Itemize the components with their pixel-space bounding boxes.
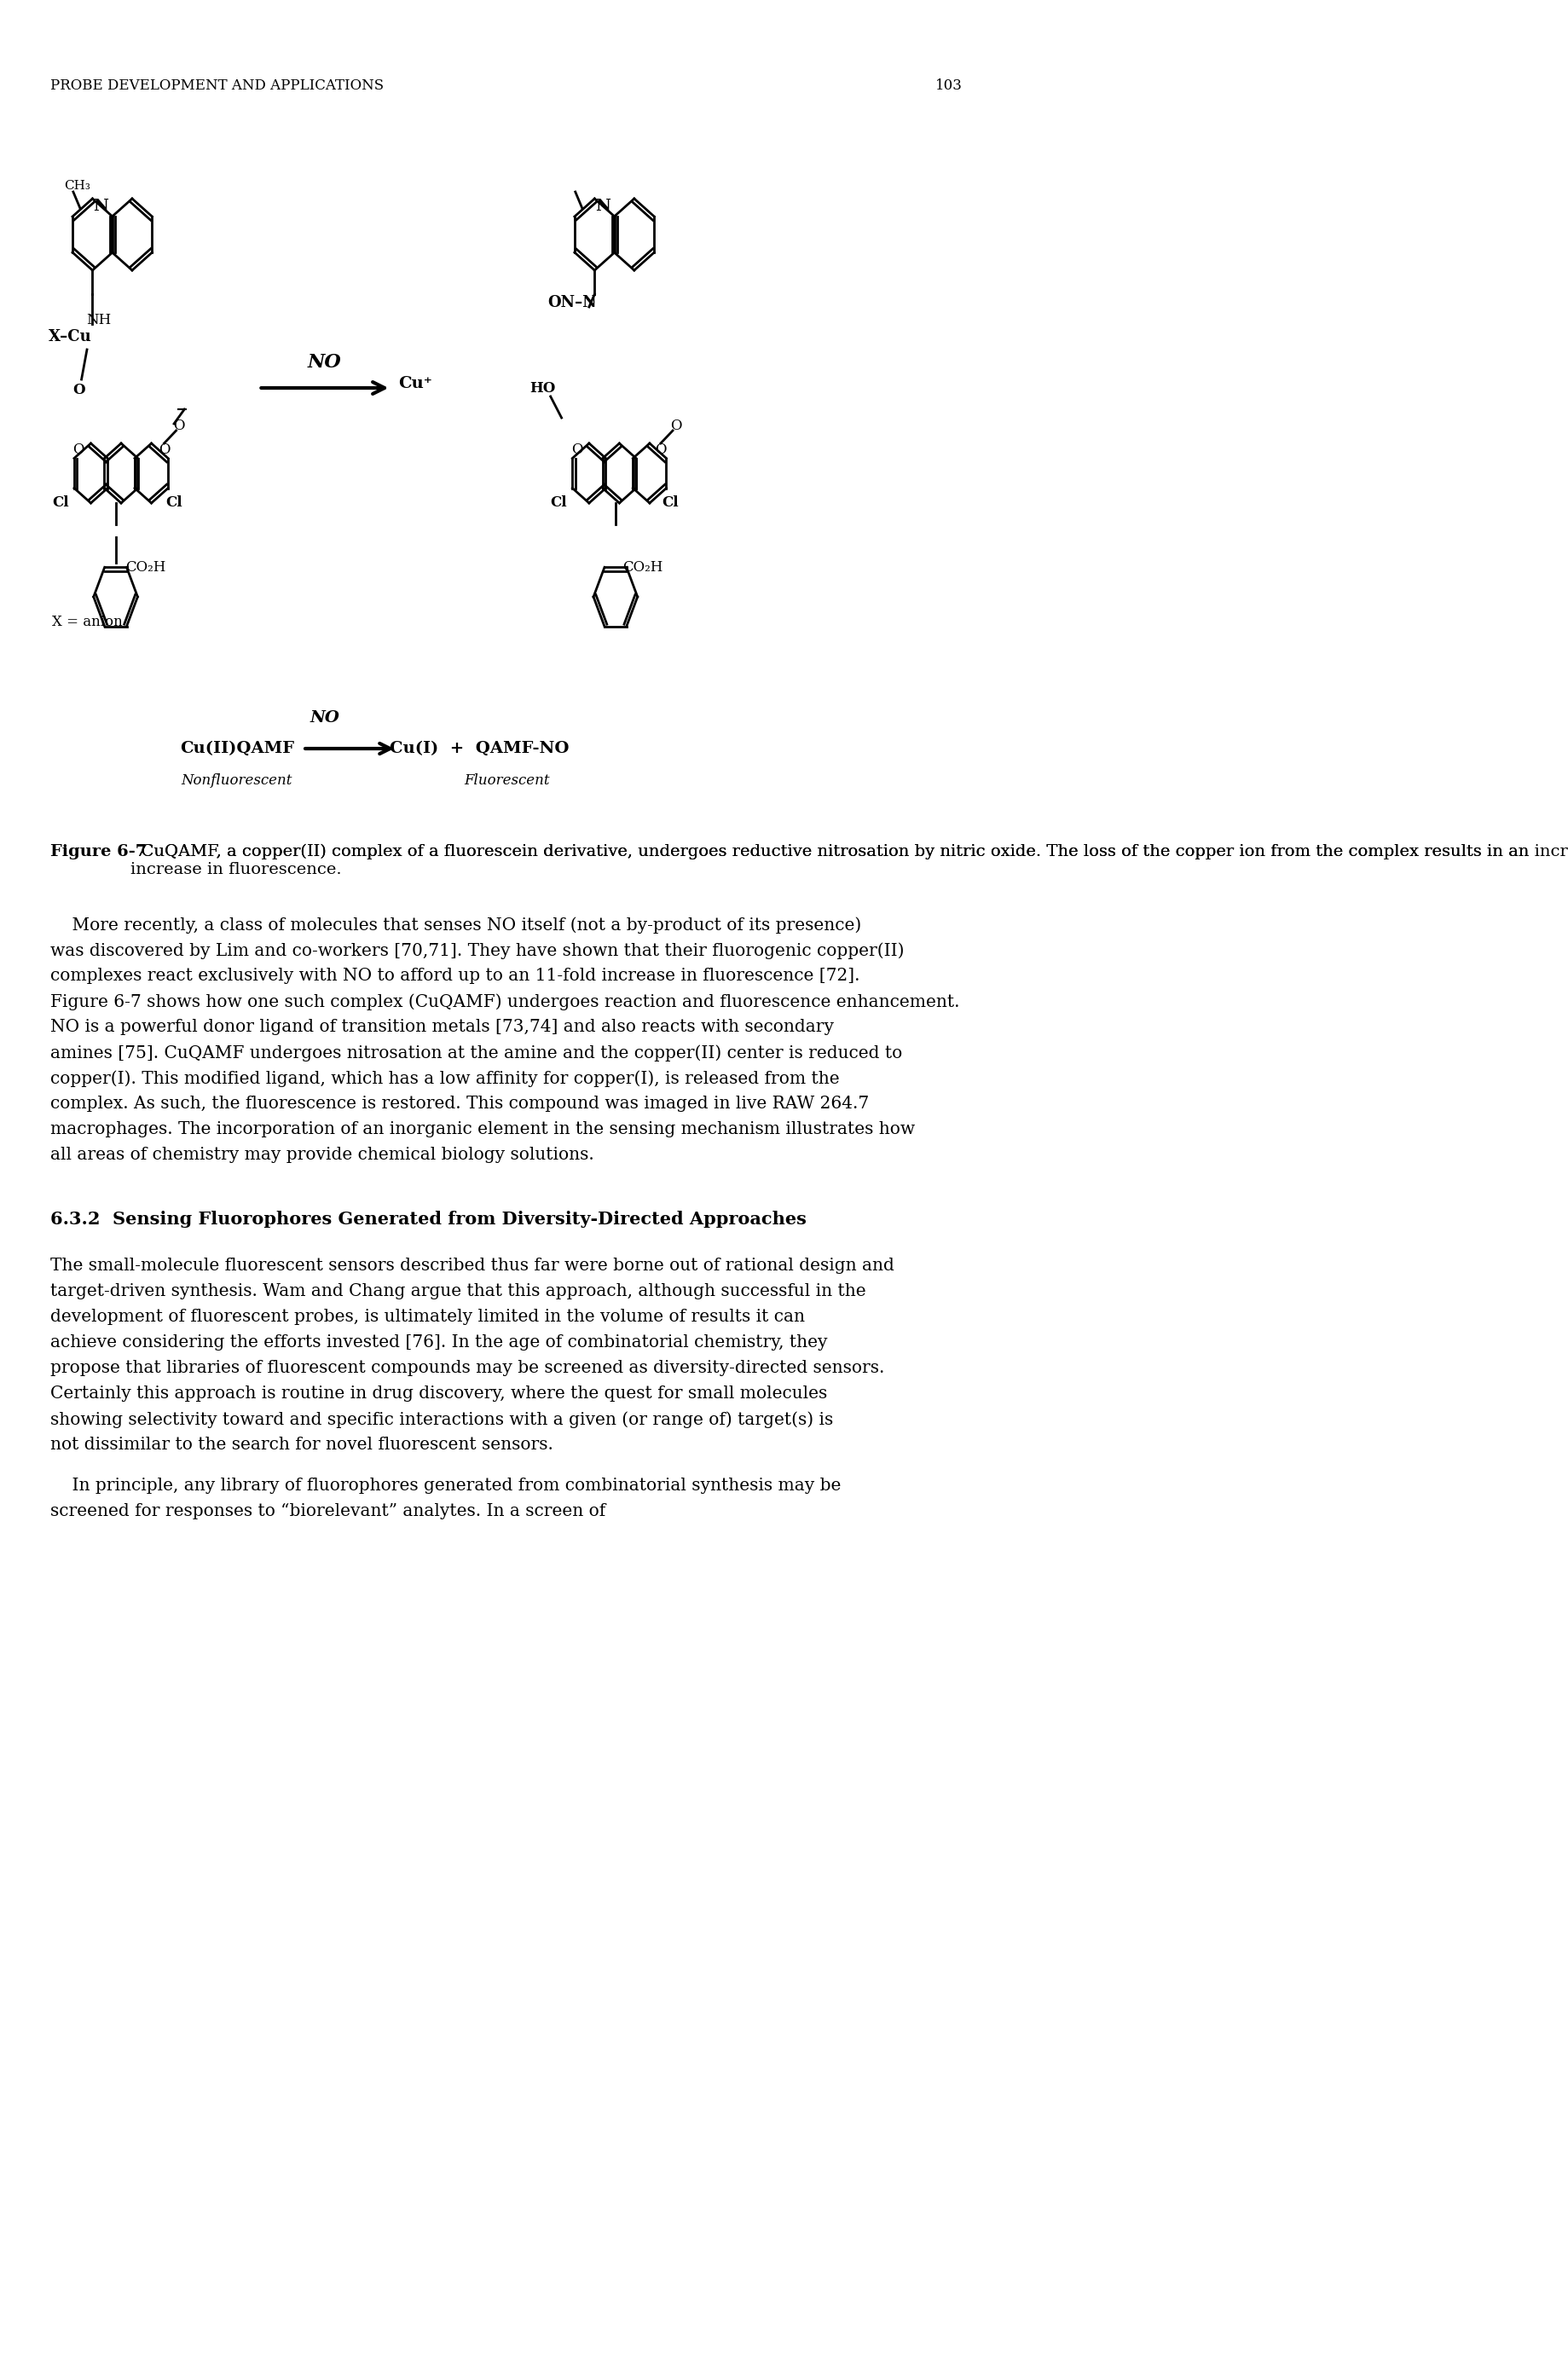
- Text: screened for responses to “biorelevant” analytes. In a screen of: screened for responses to “biorelevant” …: [50, 1502, 605, 1519]
- Text: Figure 6-7: Figure 6-7: [50, 845, 147, 859]
- Text: 6.3.2  Sensing Fluorophores Generated from Diversity-Directed Approaches: 6.3.2 Sensing Fluorophores Generated fro…: [50, 1211, 806, 1228]
- Text: Cl: Cl: [662, 497, 679, 511]
- Text: propose that libraries of fluorescent compounds may be screened as diversity-dir: propose that libraries of fluorescent co…: [50, 1360, 884, 1377]
- Text: NH: NH: [86, 312, 111, 327]
- Text: target-driven synthesis. Wam and Chang argue that this approach, although succes: target-driven synthesis. Wam and Chang a…: [50, 1282, 866, 1299]
- Text: was discovered by Lim and co-workers [70,71]. They have shown that their fluorog: was discovered by Lim and co-workers [70…: [50, 942, 905, 958]
- Text: O: O: [74, 442, 85, 457]
- Text: CO₂H: CO₂H: [622, 561, 663, 575]
- Text: NO: NO: [307, 353, 342, 371]
- Text: O: O: [158, 442, 169, 457]
- Text: CuQAMF, a copper(II) complex of a fluorescein derivative, undergoes reductive ni: CuQAMF, a copper(II) complex of a fluore…: [130, 845, 1529, 878]
- Text: ON–N: ON–N: [547, 296, 597, 310]
- Text: not dissimilar to the search for novel fluorescent sensors.: not dissimilar to the search for novel f…: [50, 1436, 554, 1453]
- Text: Figure 6-7 shows how one such complex (CuQAMF) undergoes reaction and fluorescen: Figure 6-7 shows how one such complex (C…: [50, 994, 960, 1010]
- Text: O: O: [172, 419, 185, 433]
- Text: O: O: [670, 419, 682, 433]
- Text: CuQAMF, a copper(II) complex of a fluorescein derivative, undergoes reductive ni: CuQAMF, a copper(II) complex of a fluore…: [130, 845, 1568, 859]
- Text: all areas of chemistry may provide chemical biology solutions.: all areas of chemistry may provide chemi…: [50, 1148, 594, 1164]
- Text: Cl: Cl: [166, 497, 182, 511]
- Text: PROBE DEVELOPMENT AND APPLICATIONS: PROBE DEVELOPMENT AND APPLICATIONS: [50, 78, 384, 92]
- Text: CO₂H: CO₂H: [125, 561, 166, 575]
- Text: macrophages. The incorporation of an inorganic element in the sensing mechanism : macrophages. The incorporation of an ino…: [50, 1121, 914, 1138]
- Text: showing selectivity toward and specific interactions with a given (or range of) : showing selectivity toward and specific …: [50, 1410, 833, 1427]
- Text: complex. As such, the fluorescence is restored. This compound was imaged in live: complex. As such, the fluorescence is re…: [50, 1095, 869, 1112]
- Text: In principle, any library of fluorophores generated from combinatorial synthesis: In principle, any library of fluorophore…: [50, 1479, 840, 1493]
- Text: CH₃: CH₃: [64, 180, 91, 192]
- Text: NO: NO: [310, 710, 340, 726]
- Text: More recently, a class of molecules that senses NO itself (not a by-product of i: More recently, a class of molecules that…: [50, 916, 861, 932]
- Text: Fluorescent: Fluorescent: [464, 774, 549, 788]
- Text: N: N: [594, 199, 610, 213]
- Text: copper(I). This modified ligand, which has a low affinity for copper(I), is rele: copper(I). This modified ligand, which h…: [50, 1069, 839, 1086]
- Text: Certainly this approach is routine in drug discovery, where the quest for small : Certainly this approach is routine in dr…: [50, 1386, 828, 1401]
- Text: Cl: Cl: [52, 497, 69, 511]
- Text: achieve considering the efforts invested [76]. In the age of combinatorial chemi: achieve considering the efforts invested…: [50, 1334, 828, 1351]
- Text: Cu⁺: Cu⁺: [398, 376, 433, 390]
- Text: NO is a powerful donor ligand of transition metals [73,74] and also reacts with : NO is a powerful donor ligand of transit…: [50, 1020, 834, 1034]
- Text: X = anion: X = anion: [52, 615, 122, 629]
- Text: X–Cu: X–Cu: [49, 329, 93, 345]
- Text: 103: 103: [935, 78, 961, 92]
- Text: HO: HO: [528, 381, 555, 395]
- Text: O: O: [654, 442, 666, 457]
- Text: development of fluorescent probes, is ultimately limited in the volume of result: development of fluorescent probes, is ul…: [50, 1308, 804, 1325]
- Text: Cu(II)QAMF: Cu(II)QAMF: [179, 741, 293, 757]
- Text: complexes react exclusively with NO to afford up to an 11-fold increase in fluor: complexes react exclusively with NO to a…: [50, 968, 859, 984]
- Text: Cu(I)  +  QAMF-NO: Cu(I) + QAMF-NO: [389, 741, 569, 757]
- Text: Cl: Cl: [550, 497, 568, 511]
- Text: N: N: [93, 199, 108, 213]
- Text: O: O: [571, 442, 582, 457]
- Text: The small-molecule fluorescent sensors described thus far were borne out of rati: The small-molecule fluorescent sensors d…: [50, 1259, 894, 1273]
- Text: O: O: [72, 383, 85, 397]
- Text: amines [75]. CuQAMF undergoes nitrosation at the amine and the copper(II) center: amines [75]. CuQAMF undergoes nitrosatio…: [50, 1043, 902, 1062]
- Text: Nonfluorescent: Nonfluorescent: [180, 774, 292, 788]
